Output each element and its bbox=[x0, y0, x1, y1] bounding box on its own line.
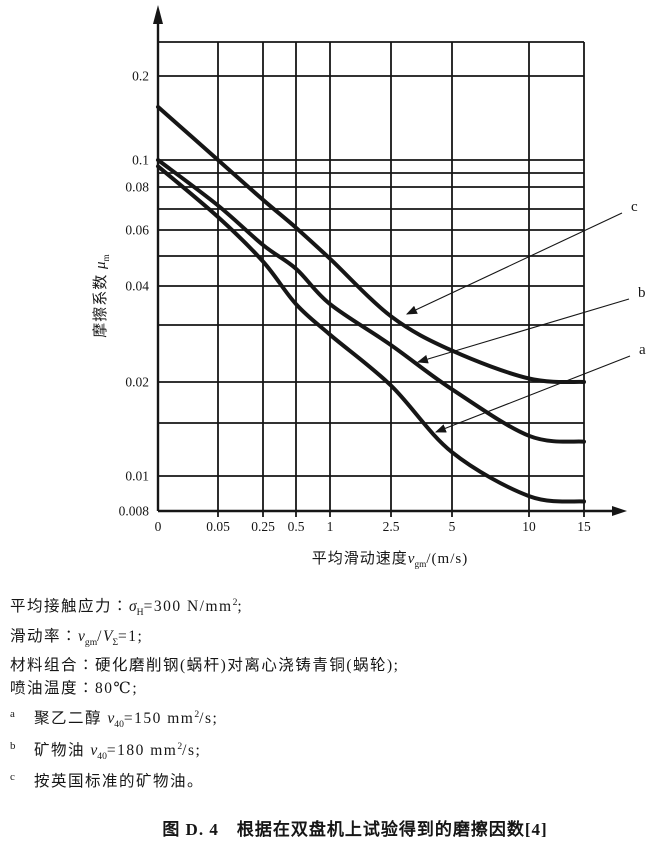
condition-line-material-combination: 材料组合∶硬化磨削钢(蜗杆)对离心浇铸青铜(蜗轮); bbox=[10, 657, 400, 674]
y-tick-labels: 0.2 0.1 0.08 0.06 0.04 0.02 0.01 0.008 bbox=[119, 69, 150, 519]
y-tick-0.1: 0.1 bbox=[132, 153, 149, 168]
y-tick-0.06: 0.06 bbox=[125, 223, 149, 238]
x-tick-5: 5 bbox=[449, 519, 456, 534]
footnote-b-text: 矿物油 ν40=180 mm2/s; bbox=[34, 740, 202, 763]
curve-label-a: a bbox=[639, 342, 646, 358]
footnote-a: a 聚乙二醇 ν40=150 mm2/s; bbox=[10, 706, 218, 730]
curve-c bbox=[156, 104, 586, 385]
y-tick-0.08: 0.08 bbox=[125, 180, 149, 195]
leader-arrow-b bbox=[416, 298, 630, 364]
x-tick-0.05: 0.05 bbox=[206, 519, 230, 534]
grid-lines bbox=[158, 41, 585, 517]
footnote-a-text: 聚乙二醇 ν40=150 mm2/s; bbox=[34, 708, 219, 731]
y-axis-title: 摩擦系数 μm bbox=[93, 254, 112, 338]
x-tick-0: 0 bbox=[155, 519, 162, 534]
condition-line-contact-stress: 平均接触应力∶σH=300 N/mm2; bbox=[10, 596, 244, 619]
x-axis-arrow-icon bbox=[612, 506, 627, 516]
footnote-b-marker: b bbox=[10, 739, 16, 752]
x-tick-2.5: 2.5 bbox=[383, 519, 400, 534]
figure-caption: 图 D. 4 根据在双盘机上试验得到的磨擦因数[4] bbox=[162, 820, 548, 839]
y-tick-0.008: 0.008 bbox=[119, 504, 150, 519]
footnote-a-marker: a bbox=[10, 707, 15, 720]
footnote-c-text: 按英国标准的矿物油。 bbox=[34, 773, 205, 790]
x-tick-10: 10 bbox=[522, 519, 536, 534]
x-tick-labels: 0 0.05 0.25 0.5 1 2.5 5 10 15 bbox=[155, 519, 591, 534]
x-tick-1: 1 bbox=[327, 519, 334, 534]
x-tick-0.25: 0.25 bbox=[251, 519, 275, 534]
leader-arrow-a bbox=[434, 355, 631, 433]
leader-arrow-c bbox=[406, 212, 623, 315]
curve-a bbox=[156, 164, 586, 504]
curve-b bbox=[156, 158, 586, 444]
footnote-c-marker: c bbox=[10, 770, 15, 783]
y-tick-0.01: 0.01 bbox=[125, 469, 149, 484]
figure-area: 0.2 0.1 0.08 0.06 0.04 0.02 0.01 0.008 0 0.05 0.25… bbox=[93, 5, 646, 570]
curve-label-c: c bbox=[631, 199, 638, 215]
condition-line-oil-temperature: 喷油温度∶80℃; bbox=[10, 680, 139, 697]
condition-line-slide-ratio: 滑动率∶vgm/VΣ=1; bbox=[10, 628, 144, 649]
friction-coefficient-chart: 0.2 0.1 0.08 0.06 0.04 0.02 0.01 0.008 0 0.05 0.25… bbox=[119, 5, 646, 534]
curve-label-b: b bbox=[638, 285, 646, 301]
footnote-b: b 矿物油 ν40=180 mm2/s; bbox=[10, 738, 201, 762]
x-axis-title: 平均滑动速度vgm/(m/s) bbox=[311, 551, 469, 570]
x-tick-15: 15 bbox=[577, 519, 591, 534]
y-tick-0.04: 0.04 bbox=[125, 279, 149, 294]
y-axis-arrow-icon bbox=[153, 5, 163, 24]
x-tick-0.5: 0.5 bbox=[288, 519, 305, 534]
y-tick-0.2: 0.2 bbox=[132, 69, 149, 84]
footnote-c: c 按英国标准的矿物油。 bbox=[10, 769, 204, 791]
axes bbox=[156, 14, 616, 513]
y-tick-0.02: 0.02 bbox=[125, 375, 149, 390]
